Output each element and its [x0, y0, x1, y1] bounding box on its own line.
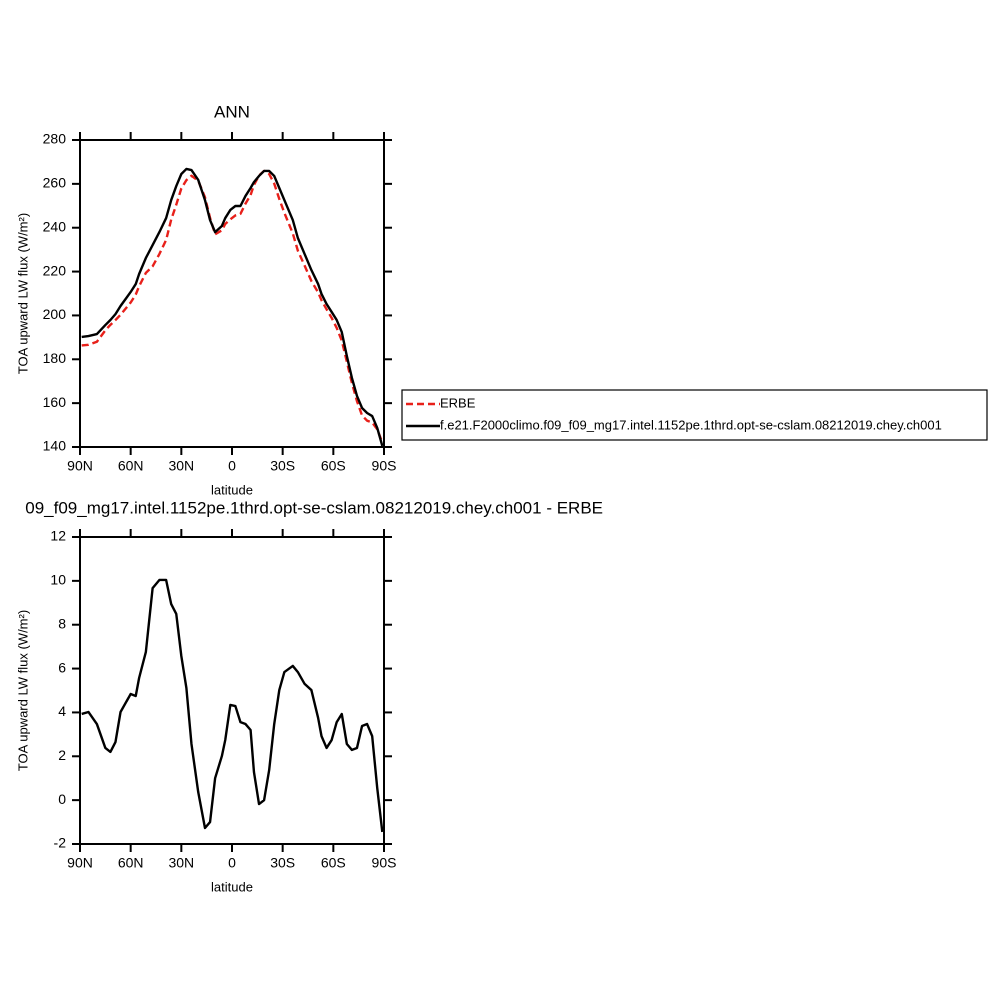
legend-label: f.e21.F2000climo.f09_f09_mg17.intel.1152… [440, 417, 942, 432]
x-axis-label: latitude [211, 879, 253, 894]
x-tick-label: 90S [372, 458, 397, 474]
y-tick-label: 160 [43, 394, 67, 410]
y-axis-label: TOA upward LW flux (W/m²) [15, 610, 30, 771]
x-tick-label: 60N [118, 855, 144, 871]
y-tick-label: 6 [58, 659, 66, 675]
x-tick-label: 60S [321, 855, 346, 871]
y-tick-label: 12 [50, 528, 66, 544]
legend-label: ERBE [440, 395, 476, 410]
x-tick-label: 0 [228, 855, 236, 871]
y-tick-label: 180 [43, 350, 67, 366]
x-tick-label: 90N [67, 458, 93, 474]
y-tick-label: -2 [54, 835, 67, 851]
legend-box [401, 389, 988, 441]
data-line [81, 578, 384, 833]
y-tick-label: 280 [43, 131, 67, 147]
chart-title: ANN [214, 102, 250, 121]
x-tick-label: 60S [321, 458, 346, 474]
x-tick-label: 90S [372, 855, 397, 871]
x-tick-label: 30S [270, 458, 295, 474]
y-tick-label: 220 [43, 262, 67, 278]
y-tick-label: 4 [58, 703, 66, 719]
y-tick-label: 240 [43, 218, 67, 234]
legend: ERBE f.e21.F2000climo.f09_f09_mg17.intel.… [401, 389, 988, 441]
plot-frame [79, 536, 385, 845]
data-line [81, 167, 384, 447]
y-axis-label: TOA upward LW flux (W/m²) [15, 213, 30, 374]
x-axis-label: latitude [211, 482, 253, 497]
x-tick-label: 90N [67, 855, 93, 871]
chart-title: 09_f09_mg17.intel.1152pe.1thrd.opt-se-cs… [25, 498, 603, 517]
data-line [81, 169, 384, 444]
x-tick-label: 0 [228, 458, 236, 474]
y-tick-label: 8 [58, 615, 66, 631]
y-tick-label: 140 [43, 438, 67, 454]
x-tick-label: 30S [270, 855, 295, 871]
y-tick-label: 260 [43, 175, 67, 191]
y-tick-label: 0 [58, 791, 66, 807]
y-tick-label: 10 [50, 572, 66, 588]
plot-frame [79, 139, 385, 448]
x-tick-label: 60N [118, 458, 144, 474]
y-tick-label: 2 [58, 747, 66, 763]
x-tick-label: 30N [168, 458, 194, 474]
x-tick-label: 30N [168, 855, 194, 871]
y-tick-label: 200 [43, 306, 67, 322]
